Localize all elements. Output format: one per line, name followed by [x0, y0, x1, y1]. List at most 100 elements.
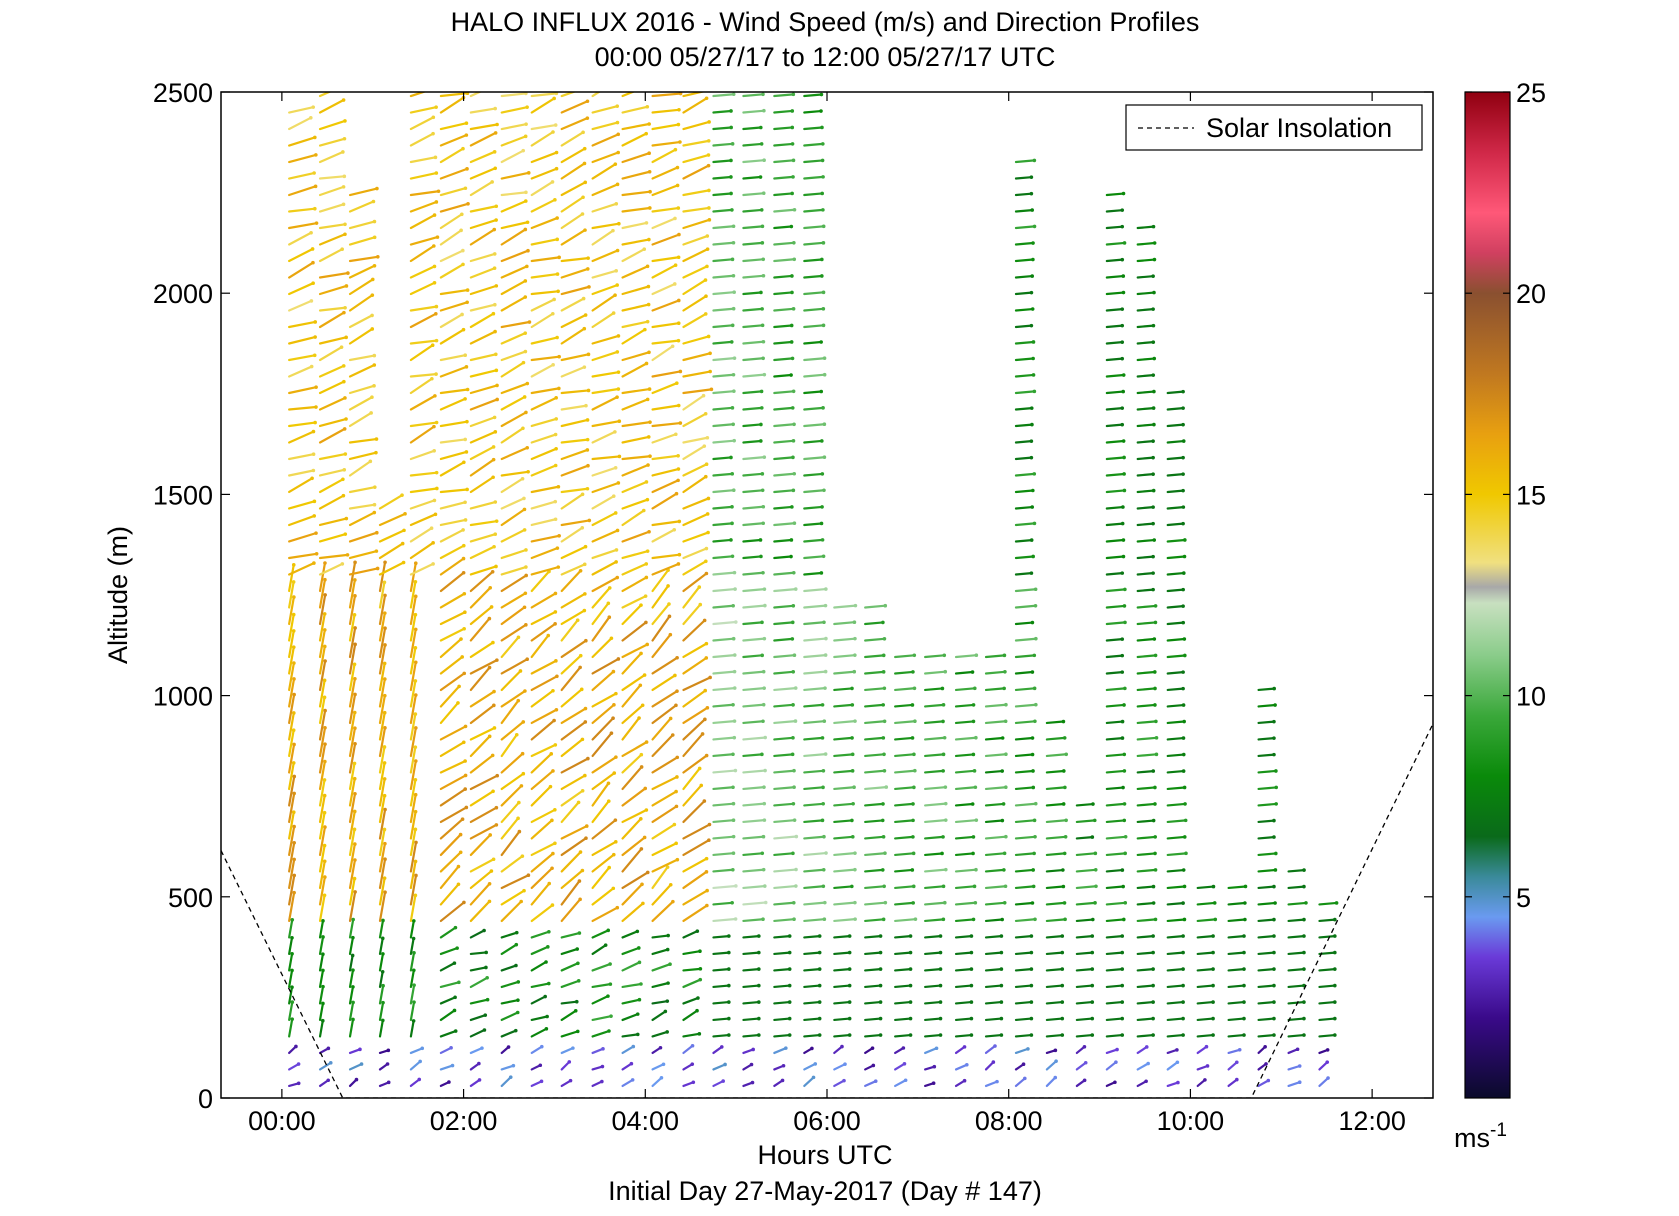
wind-vector	[560, 688, 583, 708]
wind-vector-head	[1123, 835, 1128, 839]
wind-vector-head	[523, 279, 528, 283]
wind-vector-head	[853, 603, 858, 608]
wind-vector	[954, 1033, 973, 1038]
wind-vector-head	[1272, 1016, 1276, 1021]
wind-vector-head	[908, 1000, 913, 1004]
wind-vector	[469, 369, 498, 378]
wind-vector	[500, 1076, 512, 1088]
wind-vector	[469, 284, 498, 296]
wind-vector	[1287, 1000, 1306, 1005]
wind-vector	[1287, 901, 1308, 906]
wind-vector-head	[883, 603, 888, 608]
wind-vector	[773, 192, 794, 197]
wind-vector-head	[1120, 1000, 1125, 1004]
wind-vector	[409, 613, 417, 642]
wind-vector-head	[1152, 257, 1157, 262]
wind-vector-head	[1122, 241, 1127, 245]
wind-vector-head	[544, 960, 548, 964]
wind-vector	[712, 587, 737, 593]
wind-vector	[318, 248, 344, 263]
wind-vector-head	[492, 227, 497, 232]
wind-vector	[864, 951, 882, 956]
wind-vector-head	[494, 218, 498, 222]
wind-vector	[1136, 1017, 1155, 1022]
wind-vector	[651, 217, 677, 230]
wind-vector-head	[1032, 818, 1037, 823]
wind-vector	[469, 1047, 484, 1055]
wind-vector-head	[758, 175, 763, 179]
wind-vector	[803, 456, 826, 461]
wind-vector-head	[1031, 769, 1035, 773]
wind-vector	[439, 1029, 457, 1038]
wind-vector-head	[1090, 1016, 1095, 1021]
wind-vector	[742, 670, 765, 675]
wind-vector	[712, 291, 736, 296]
wind-vector	[651, 454, 680, 461]
wind-vector	[651, 883, 672, 906]
wind-vector	[591, 866, 611, 890]
wind-vector-head	[732, 389, 736, 394]
wind-vector-head	[1032, 389, 1037, 394]
wind-vector-head	[480, 1046, 484, 1050]
wind-vector-head	[677, 107, 681, 112]
wind-vector-head	[850, 752, 855, 757]
wind-vector-head	[556, 289, 560, 294]
wind-vector-head	[1062, 901, 1067, 905]
wind-vector-head	[491, 857, 496, 862]
wind-vector	[1257, 737, 1276, 741]
wind-vector-head	[429, 526, 434, 531]
wind-vector-head	[665, 865, 670, 869]
wind-vector-head	[585, 437, 590, 442]
wind-vector	[621, 435, 650, 444]
wind-vector-head	[792, 653, 797, 658]
wind-vector	[833, 951, 851, 956]
wind-vector-head	[1053, 1048, 1058, 1053]
wind-vector-head	[491, 475, 495, 480]
wind-vector-head	[1144, 1045, 1149, 1049]
wind-vector-head	[840, 1044, 844, 1049]
wind-vector-head	[642, 247, 647, 252]
wind-vector-head	[606, 781, 611, 786]
wind-vector-head	[853, 867, 857, 872]
wind-vector	[651, 602, 671, 626]
wind-vector-head	[550, 311, 555, 316]
wind-vector	[894, 951, 912, 956]
wind-vector-head	[1153, 835, 1157, 839]
wind-vector	[318, 709, 327, 741]
wind-vector-head	[1120, 653, 1125, 658]
wind-vector-head	[790, 109, 795, 113]
wind-vector-head	[611, 852, 616, 857]
wind-vector-head	[321, 935, 325, 939]
wind-vector	[560, 707, 587, 725]
wind-vector-head	[731, 801, 736, 806]
y-axis-label: Altitude (m)	[103, 526, 133, 664]
wind-vector	[1014, 786, 1035, 791]
wind-vector	[500, 528, 526, 543]
wind-vector-head	[1120, 340, 1125, 344]
wind-vector	[1136, 1033, 1155, 1038]
wind-vector-head	[370, 313, 374, 318]
wind-vector	[1166, 984, 1185, 989]
wind-vector	[1136, 225, 1155, 230]
wind-vector-head	[1181, 752, 1186, 757]
wind-vector	[500, 1029, 517, 1038]
wind-vector	[621, 221, 648, 230]
wind-vector	[773, 241, 795, 246]
wind-vector	[500, 784, 523, 807]
wind-vector-head	[578, 850, 583, 854]
wind-vector-head	[974, 735, 978, 740]
wind-vector-head	[1029, 571, 1034, 575]
wind-vector-head	[430, 343, 435, 348]
wind-vector-head	[1002, 868, 1006, 872]
wind-vector-head	[1121, 917, 1126, 922]
wind-vector	[318, 1019, 324, 1038]
wind-vector-head	[526, 469, 530, 474]
wind-vector	[864, 1033, 882, 1038]
wind-vector	[773, 819, 796, 824]
wind-vector-head	[730, 323, 735, 328]
wind-vector-head	[1272, 719, 1276, 724]
wind-vector	[318, 612, 326, 642]
wind-vector	[439, 450, 468, 461]
wind-vector	[803, 522, 823, 527]
wind-vector-head	[729, 109, 733, 113]
